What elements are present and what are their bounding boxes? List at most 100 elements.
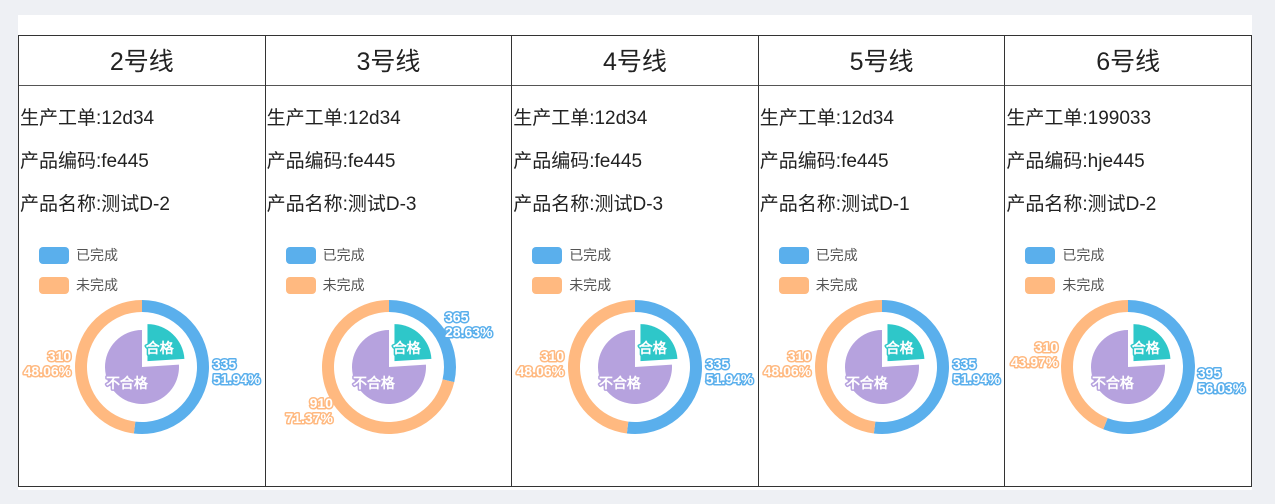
legend-item-undone[interactable]: 未完成 <box>285 270 365 300</box>
chart-legend: 已完成 未完成 <box>778 240 858 300</box>
code-row: 产品编码:hje445 <box>1006 147 1251 190</box>
pie-slice-fail[interactable] <box>598 330 673 404</box>
donut-slice-done[interactable] <box>133 300 209 434</box>
pie-slice-pass[interactable] <box>147 324 185 362</box>
donut-value-label-done: 335 <box>213 356 237 372</box>
legend-swatch-undone <box>39 276 69 294</box>
pie-slice-fail[interactable] <box>1091 330 1166 404</box>
code-value: fe445 <box>594 151 643 172</box>
legend-item-done[interactable]: 已完成 <box>1025 240 1104 270</box>
pie-label-fail: 不合格 <box>599 375 642 391</box>
panel-info: 生产工单:199033 产品编码:hje445 产品名称:测试D-2 <box>1005 86 1251 233</box>
pie-slice-fail[interactable] <box>351 330 426 404</box>
donut-percent-label-undone: 48.06% <box>763 363 811 379</box>
order-value: 12d34 <box>101 108 155 129</box>
legend-item-undone[interactable]: 未完成 <box>1025 270 1104 300</box>
line-panel: 5号线 生产工单:12d34 产品编码:fe445 产品名称:测试D-1 已完成… <box>758 36 1006 486</box>
pie-slice-pass[interactable] <box>1133 324 1171 362</box>
line-panel: 6号线 生产工单:199033 产品编码:hje445 产品名称:测试D-2 已… <box>1005 36 1251 486</box>
name-value: 测试D-1 <box>841 194 910 215</box>
order-value: 12d34 <box>594 108 648 129</box>
order-label: 生产工单: <box>759 108 842 129</box>
code-label: 产品编码: <box>266 151 348 172</box>
code-value: fe445 <box>101 151 149 172</box>
dashboard-card: 2号线 生产工单:12d34 产品编码:fe445 产品名称:测试D-2 已完成… <box>18 15 1252 490</box>
pie-slice-pass[interactable] <box>887 324 925 362</box>
order-value: 199033 <box>1087 108 1152 129</box>
legend-swatch-undone <box>285 276 316 294</box>
legend-item-done[interactable]: 已完成 <box>532 240 611 270</box>
order-row: 生产工单:12d34 <box>20 104 265 147</box>
legend-label-undone: 未完成 <box>569 277 612 293</box>
order-label: 生产工单: <box>1006 108 1088 129</box>
donut-percent-label-undone: 48.06% <box>517 363 565 379</box>
legend-item-undone[interactable]: 未完成 <box>778 270 858 300</box>
code-label: 产品编码: <box>20 151 102 172</box>
legend-swatch-undone <box>1025 276 1056 294</box>
name-row: 产品名称:测试D-3 <box>513 190 758 233</box>
donut-slice-undone[interactable] <box>814 300 882 434</box>
code-row: 产品编码:fe445 <box>20 147 265 190</box>
donut-slice-done[interactable] <box>388 300 456 383</box>
donut-slice-done[interactable] <box>1103 300 1196 434</box>
name-value: 测试D-2 <box>1087 194 1157 215</box>
legend-swatch-done <box>39 246 69 264</box>
donut-slice-undone[interactable] <box>1061 300 1129 430</box>
code-row: 产品编码:fe445 <box>267 147 512 190</box>
code-label: 产品编码: <box>513 151 595 172</box>
line-panel: 4号线 生产工单:12d34 产品编码:fe445 产品名称:测试D-3 已完成… <box>512 36 759 486</box>
donut-value-label-done: 395 <box>1198 365 1222 381</box>
panel-info: 生产工单:12d34 产品编码:fe445 产品名称:测试D-1 <box>759 86 1005 233</box>
panel-title: 3号线 <box>265 36 512 86</box>
chart-legend: 已完成 未完成 <box>39 240 118 300</box>
legend-swatch-done <box>285 246 316 264</box>
name-label: 产品名称: <box>20 194 102 215</box>
donut-percent-label-undone: 48.06% <box>24 363 72 379</box>
code-value: fe445 <box>347 151 396 172</box>
donut-slice-done[interactable] <box>627 300 703 434</box>
order-row: 生产工单:199033 <box>1006 104 1251 147</box>
legend-label-undone: 未完成 <box>815 277 858 293</box>
chart-legend: 已完成 未完成 <box>1025 240 1104 300</box>
order-label: 生产工单: <box>266 108 348 129</box>
donut-value-label-undone: 310 <box>788 348 812 364</box>
pie-label-fail: 不合格 <box>106 375 149 391</box>
donut-percent-label-done: 51.94% <box>706 371 754 387</box>
pie-slice-fail[interactable] <box>105 330 179 404</box>
name-value: 测试D-3 <box>347 194 417 215</box>
code-label: 产品编码: <box>1006 151 1088 172</box>
donut-percent-label-done: 51.94% <box>213 371 261 387</box>
name-value: 测试D-3 <box>594 194 664 215</box>
legend-item-done[interactable]: 已完成 <box>285 240 365 270</box>
code-value: fe445 <box>841 151 889 172</box>
pie-slice-pass[interactable] <box>640 324 678 362</box>
legend-swatch-done <box>532 246 563 264</box>
panel-title: 2号线 <box>19 36 265 86</box>
donut-percent-label-done: 56.03% <box>1198 380 1246 396</box>
order-row: 生产工单:12d34 <box>267 104 512 147</box>
pie-label-fail: 不合格 <box>1092 375 1135 391</box>
pie-slice-fail[interactable] <box>844 330 919 404</box>
donut-slice-undone[interactable] <box>568 300 636 434</box>
donut-slice-done[interactable] <box>873 300 949 434</box>
line-panels-grid: 2号线 生产工单:12d34 产品编码:fe445 产品名称:测试D-2 已完成… <box>18 35 1252 487</box>
legend-item-done[interactable]: 已完成 <box>39 240 118 270</box>
pie-label-pass: 合格 <box>1132 340 1161 356</box>
donut-slice-undone[interactable] <box>74 300 142 434</box>
pie-label-fail: 不合格 <box>846 375 889 391</box>
legend-item-undone[interactable]: 未完成 <box>532 270 611 300</box>
name-label: 产品名称: <box>759 194 842 215</box>
name-row: 产品名称:测试D-3 <box>267 190 512 233</box>
legend-label-done: 已完成 <box>76 247 118 263</box>
code-label: 产品编码: <box>759 151 842 172</box>
legend-label-done: 已完成 <box>815 247 858 263</box>
legend-swatch-undone <box>778 276 809 294</box>
legend-label-done: 已完成 <box>322 247 365 263</box>
pie-slice-pass[interactable] <box>394 324 431 362</box>
legend-item-undone[interactable]: 未完成 <box>39 270 118 300</box>
legend-item-done[interactable]: 已完成 <box>778 240 858 270</box>
pie-label-pass: 合格 <box>639 340 668 356</box>
